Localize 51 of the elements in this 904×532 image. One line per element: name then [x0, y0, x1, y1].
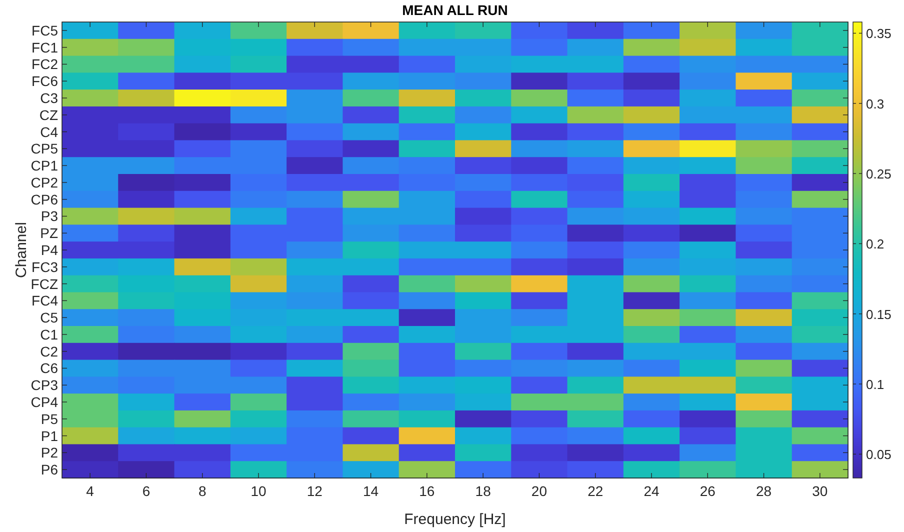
y-tick-label: CP1	[30, 158, 58, 174]
color-bar-label: 0.1	[866, 376, 884, 392]
y-tick-label: CZ	[39, 106, 58, 123]
y-tick-label: C1	[40, 326, 58, 342]
x-tick-label: 28	[756, 483, 772, 499]
y-tick-label: CP5	[30, 140, 58, 157]
color-bar-label: 0.05	[866, 447, 892, 462]
y-tick-label: CP4	[30, 394, 58, 410]
x-tick-label: 30	[812, 483, 828, 499]
y-tick-label: C3	[40, 90, 58, 106]
x-tick-label: 10	[250, 483, 266, 499]
y-tick-label: C5	[40, 310, 58, 326]
x-tick-label: 22	[588, 483, 604, 499]
x-tick-label: 8	[198, 483, 206, 499]
y-tick-label: P6	[40, 462, 58, 478]
x-tick-label: 24	[644, 483, 660, 499]
y-tick-label: P1	[40, 428, 58, 444]
x-tick-label: 6	[142, 483, 150, 499]
y-tick-label: FC2	[32, 56, 58, 72]
y-tick-label: C6	[40, 360, 58, 376]
y-tick-label: FC6	[32, 73, 58, 90]
y-tick-label: P2	[40, 444, 58, 461]
color-bar-label: 0.35	[866, 26, 892, 42]
y-tick-label: P3	[40, 208, 58, 224]
y-tick-label: CP2	[30, 174, 58, 190]
y-axis-title: Channel	[13, 222, 30, 278]
y-tick-label: C2	[40, 343, 58, 360]
y-tick-label: FC3	[32, 258, 58, 275]
x-tick-label: 14	[362, 483, 379, 499]
y-tick-label: P4	[40, 242, 58, 258]
y-tick-label: PZ	[40, 225, 58, 242]
x-tick-label: 16	[419, 483, 435, 499]
y-tick-label: C4	[40, 124, 58, 140]
x-axis-title: Frequency [Hz]	[404, 511, 506, 528]
color-bar-label: 0.25	[866, 166, 892, 182]
y-tick-label: CP3	[30, 377, 58, 394]
y-tick-label: FC5	[32, 22, 58, 38]
y-tick-label: CP6	[30, 191, 58, 208]
x-tick-label: 12	[306, 483, 323, 499]
x-tick-label: 18	[475, 483, 492, 499]
y-tick-label: FCZ	[30, 276, 58, 292]
x-tick-label: 26	[700, 483, 716, 499]
x-tick-label: 4	[86, 483, 94, 499]
y-tick-label: FC4	[32, 292, 58, 309]
y-tick-label: FC1	[32, 39, 58, 56]
chart-title: MEAN ALL RUN	[402, 2, 508, 18]
color-bar-label: 0.15	[866, 306, 892, 322]
color-bar-label: 0.2	[866, 236, 884, 252]
x-tick-label: 20	[531, 483, 548, 499]
color-bar-label: 0.3	[866, 96, 884, 112]
y-tick-label: P5	[40, 410, 58, 427]
